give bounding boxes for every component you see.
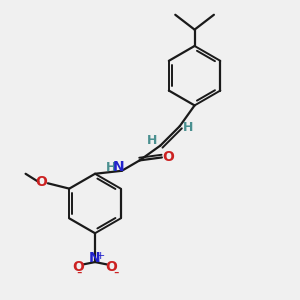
Text: O: O: [163, 150, 174, 164]
Text: N: N: [112, 160, 124, 174]
Text: +: +: [96, 251, 105, 261]
Text: H: H: [147, 134, 157, 147]
Text: -: -: [114, 265, 119, 280]
Text: H: H: [183, 121, 193, 134]
Text: O: O: [35, 175, 47, 189]
Text: O: O: [73, 260, 85, 274]
Text: H: H: [106, 161, 116, 174]
Text: N: N: [89, 251, 101, 265]
Text: O: O: [105, 260, 117, 274]
Text: -: -: [76, 265, 81, 280]
